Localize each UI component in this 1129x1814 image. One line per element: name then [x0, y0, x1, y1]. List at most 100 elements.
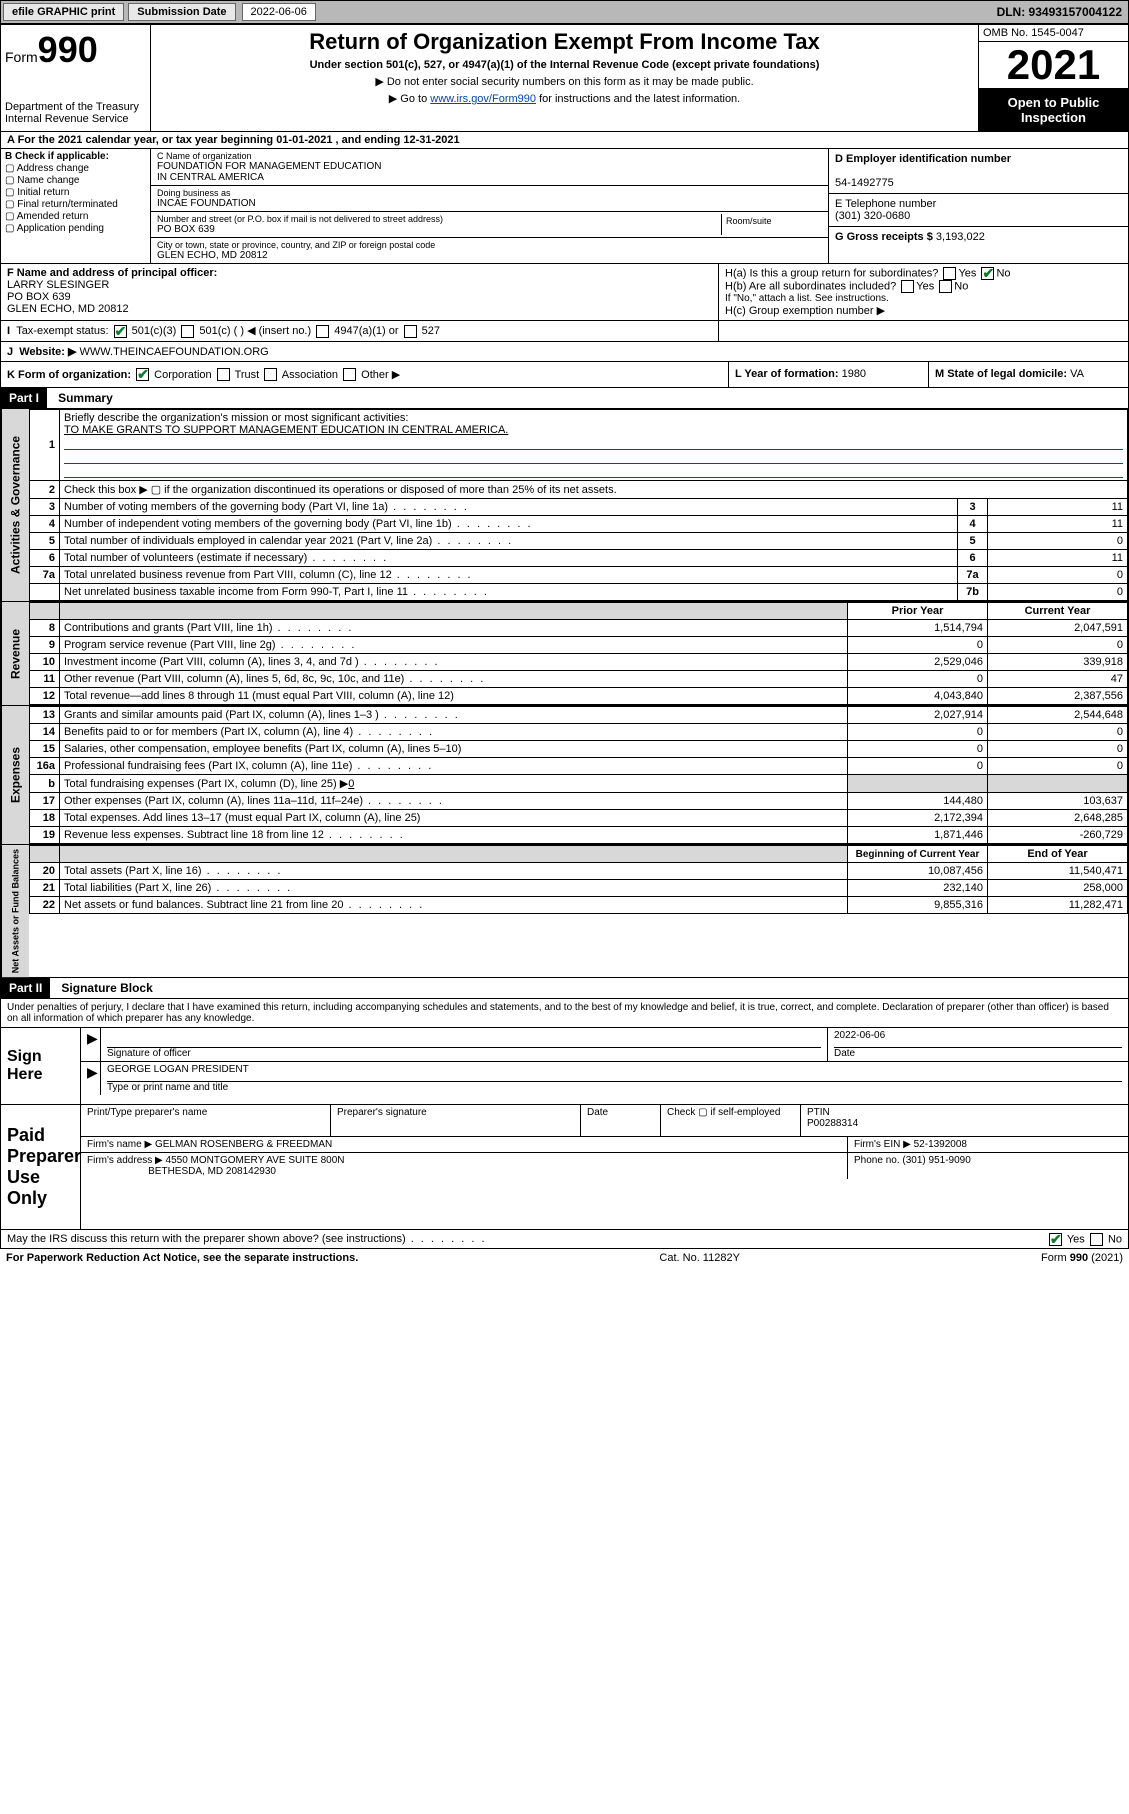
- part1-header: Part I Summary: [0, 388, 1129, 409]
- irs-link[interactable]: www.irs.gov/Form990: [430, 93, 536, 105]
- l18: Total expenses. Add lines 13–17 (must eq…: [60, 810, 848, 827]
- v3: 11: [988, 499, 1128, 516]
- ptin-label: PTIN: [807, 1107, 830, 1118]
- expenses-table: 13Grants and similar amounts paid (Part …: [29, 706, 1128, 844]
- l19: Revenue less expenses. Subtract line 18 …: [60, 827, 848, 844]
- street-label: Number and street (or P.O. box if mail i…: [157, 214, 721, 224]
- chk-corp[interactable]: [136, 368, 149, 381]
- tel-value: (301) 320-0680: [835, 210, 910, 222]
- l5-text: Total number of individuals employed in …: [60, 533, 958, 550]
- c10: 339,918: [988, 654, 1128, 671]
- l17: Other expenses (Part IX, column (A), lin…: [60, 793, 848, 810]
- discuss-row: May the IRS discuss this return with the…: [0, 1230, 1129, 1249]
- l15: Salaries, other compensation, employee b…: [60, 741, 848, 758]
- dept-treasury: Department of the Treasury: [5, 101, 146, 113]
- chk-address-change[interactable]: ▢ Address change: [5, 163, 146, 174]
- chk-other[interactable]: [343, 368, 356, 381]
- row-ij: I Tax-exempt status: 501(c)(3) 501(c) ( …: [0, 321, 1129, 342]
- side-expenses: Expenses: [1, 706, 29, 844]
- form-number: 990: [38, 29, 98, 70]
- l16a: Professional fundraising fees (Part IX, …: [60, 758, 848, 775]
- c22: 11,282,471: [988, 897, 1128, 914]
- firm-addr1: 4550 MONTGOMERY AVE SUITE 800N: [166, 1155, 345, 1166]
- submission-date-value: 2022-06-06: [242, 3, 316, 21]
- ha-yes[interactable]: [943, 267, 956, 280]
- part1-label: Part I: [1, 388, 47, 408]
- l21: Total liabilities (Part X, line 26): [60, 880, 848, 897]
- chk-assoc[interactable]: [264, 368, 277, 381]
- hb-yes[interactable]: [901, 280, 914, 293]
- row-j: J Website: ▶ WWW.THEINCAEFOUNDATION.ORG: [0, 342, 1129, 362]
- discuss-no[interactable]: [1090, 1233, 1103, 1246]
- side-activities-governance: Activities & Governance: [1, 409, 29, 601]
- l20: Total assets (Part X, line 16): [60, 863, 848, 880]
- ha-no[interactable]: [981, 267, 994, 280]
- discuss-yes[interactable]: [1049, 1233, 1062, 1246]
- firm-ein-label: Firm's EIN ▶: [854, 1139, 911, 1150]
- dln: DLN: 93493157004122: [997, 5, 1128, 19]
- v5: 0: [988, 533, 1128, 550]
- chk-4947[interactable]: [316, 325, 329, 338]
- v4: 11: [988, 516, 1128, 533]
- firm-ein: 52-1392008: [914, 1139, 967, 1150]
- sign-here-section: Sign Here ▶ Signature of officer 2022-06…: [0, 1028, 1129, 1105]
- tax-exempt-label: Tax-exempt status:: [16, 325, 108, 337]
- tel-label: E Telephone number: [835, 198, 936, 210]
- chk-final-return[interactable]: ▢ Final return/terminated: [5, 199, 146, 210]
- gross-cell: G Gross receipts $ 3,193,022: [829, 227, 1128, 247]
- l14: Benefits paid to or for members (Part IX…: [60, 724, 848, 741]
- c9: 0: [988, 637, 1128, 654]
- chk-app-pending[interactable]: ▢ Application pending: [5, 223, 146, 234]
- header-left: Form990 Department of the Treasury Inter…: [1, 25, 151, 131]
- chk-501c3[interactable]: [114, 325, 127, 338]
- section-net-assets: Net Assets or Fund Balances Beginning of…: [0, 845, 1129, 978]
- boy-hdr: Beginning of Current Year: [848, 846, 988, 863]
- paid-preparer-label: Paid Preparer Use Only: [1, 1105, 81, 1229]
- sig-date-label: Date: [834, 1048, 855, 1059]
- footer: For Paperwork Reduction Act Notice, see …: [0, 1249, 1129, 1267]
- row-m: M State of legal domicile: VA: [928, 362, 1128, 388]
- header-center: Return of Organization Exempt From Incom…: [151, 25, 978, 131]
- officer-label: F Name and address of principal officer:: [7, 267, 217, 279]
- p22: 9,855,316: [848, 897, 988, 914]
- side-net-assets: Net Assets or Fund Balances: [1, 845, 29, 977]
- c19: -260,729: [988, 827, 1128, 844]
- prior-year-hdr: Prior Year: [848, 603, 988, 620]
- org-name-label: C Name of organization: [157, 151, 822, 161]
- chk-trust[interactable]: [217, 368, 230, 381]
- officer-cell: F Name and address of principal officer:…: [1, 264, 718, 320]
- paid-preparer-section: Paid Preparer Use Only Print/Type prepar…: [0, 1105, 1129, 1230]
- chk-amended-return[interactable]: ▢ Amended return: [5, 211, 146, 222]
- city-label: City or town, state or province, country…: [157, 240, 822, 250]
- side-revenue: Revenue: [1, 602, 29, 705]
- p21: 232,140: [848, 880, 988, 897]
- chk-name-change[interactable]: ▢ Name change: [5, 175, 146, 186]
- efile-button[interactable]: efile GRAPHIC print: [3, 3, 124, 21]
- l7b-text: Net unrelated business taxable income fr…: [60, 584, 958, 601]
- chk-527[interactable]: [404, 325, 417, 338]
- chk-initial-return[interactable]: ▢ Initial return: [5, 187, 146, 198]
- l7a-text: Total unrelated business revenue from Pa…: [60, 567, 958, 584]
- city-cell: City or town, state or province, country…: [151, 238, 828, 263]
- form-header: Form990 Department of the Treasury Inter…: [0, 24, 1129, 132]
- officer-addr1: PO BOX 639: [7, 291, 71, 303]
- col-b-header: B Check if applicable:: [5, 151, 109, 162]
- main-info: B Check if applicable: ▢ Address change …: [0, 149, 1129, 264]
- eoy-hdr: End of Year: [988, 846, 1128, 863]
- firm-phone: (301) 951-9090: [902, 1155, 970, 1166]
- hb-row: H(b) Are all subordinates included? Yes …: [725, 280, 1122, 293]
- l8: Contributions and grants (Part VIII, lin…: [60, 620, 848, 637]
- tax-year: 2021: [979, 42, 1128, 89]
- type-name-label: Type or print name and title: [107, 1082, 228, 1093]
- sig-officer-label: Signature of officer: [107, 1048, 191, 1059]
- section-revenue: Revenue Prior YearCurrent Year 8Contribu…: [0, 602, 1129, 706]
- col-b: B Check if applicable: ▢ Address change …: [1, 149, 151, 263]
- chk-501c[interactable]: [181, 325, 194, 338]
- self-employed-check[interactable]: Check ▢ if self-employed: [667, 1107, 780, 1118]
- hb-no[interactable]: [939, 280, 952, 293]
- sign-here-label: Sign Here: [1, 1028, 81, 1104]
- goto-pre: ▶ Go to: [389, 93, 430, 105]
- officer-name: LARRY SLESINGER: [7, 279, 109, 291]
- dba-value: INCAE FOUNDATION: [157, 198, 822, 209]
- l2-text: Check this box ▶ ▢ if the organization d…: [60, 481, 1128, 499]
